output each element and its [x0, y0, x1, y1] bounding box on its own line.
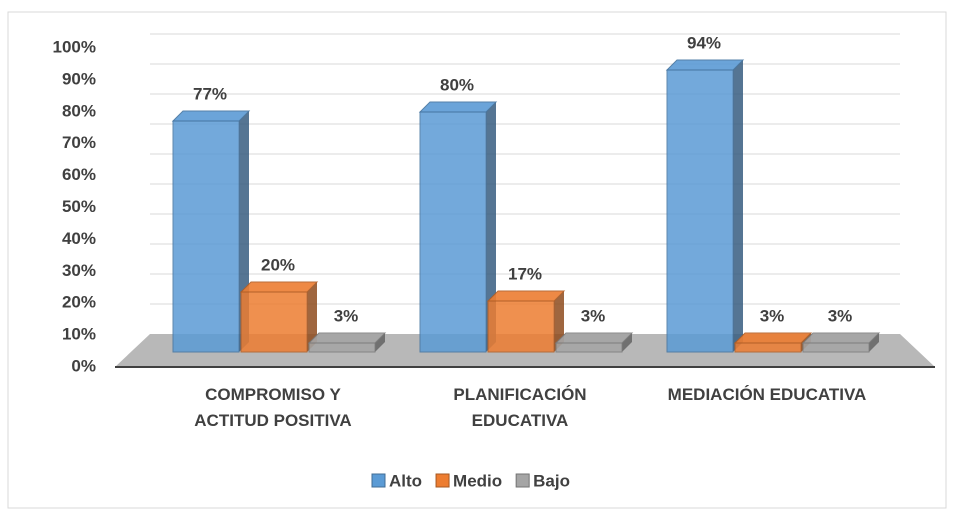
data-label: 3%	[334, 306, 359, 325]
bar-side	[869, 333, 879, 352]
data-label: 3%	[581, 306, 606, 325]
bar	[172, 120, 240, 353]
bar-top	[486, 290, 566, 302]
bar-top	[418, 101, 498, 113]
bar-top	[801, 332, 881, 344]
y-tick-label: 90%	[62, 69, 96, 88]
legend-swatch	[515, 473, 530, 488]
data-label: 17%	[508, 264, 542, 283]
data-label: 94%	[687, 33, 721, 52]
bar	[666, 69, 734, 353]
bar-top	[554, 332, 634, 344]
data-label: 20%	[261, 255, 295, 274]
x-tick-label: COMPROMISO Y ACTITUD POSITIVA	[194, 385, 352, 430]
bar-side	[486, 102, 496, 352]
y-tick-label: 10%	[62, 325, 96, 344]
bar	[734, 342, 802, 353]
y-tick-label: 40%	[62, 229, 96, 248]
y-tick-label: 100%	[53, 37, 96, 56]
legend-label: Medio	[453, 471, 502, 490]
bar	[802, 342, 870, 353]
data-label: 3%	[760, 306, 785, 325]
data-label: 80%	[440, 75, 474, 94]
legend-swatch	[435, 473, 450, 488]
bar	[555, 342, 623, 353]
bar-top	[307, 332, 387, 344]
bar-top	[733, 332, 813, 344]
x-tick-label: PLANIFICACIÓN EDUCATIVA	[453, 385, 587, 430]
bar	[419, 111, 487, 353]
bar	[487, 300, 555, 353]
bar-side	[554, 291, 564, 352]
y-tick-label: 70%	[62, 133, 96, 152]
y-tick-label: 80%	[62, 101, 96, 120]
bar-side	[307, 282, 317, 352]
bar-top	[171, 110, 251, 122]
bar-side	[622, 333, 632, 352]
bar-top	[665, 59, 745, 71]
bar	[308, 342, 376, 353]
y-tick-label: 60%	[62, 165, 96, 184]
y-tick-label: 20%	[62, 293, 96, 312]
bar-side	[375, 333, 385, 352]
legend-label: Bajo	[533, 471, 570, 490]
x-tick-label: MEDIACIÓN EDUCATIVA	[667, 385, 867, 404]
bar	[240, 291, 308, 353]
legend-label: Alto	[389, 471, 422, 490]
legend-swatch	[371, 473, 386, 488]
bar-side	[733, 60, 743, 352]
y-tick-label: 30%	[62, 261, 96, 280]
y-tick-label: 50%	[62, 197, 96, 216]
data-label: 77%	[193, 84, 227, 103]
bar-top	[239, 281, 319, 293]
y-tick-label: 0%	[71, 356, 96, 375]
data-label: 3%	[828, 306, 853, 325]
